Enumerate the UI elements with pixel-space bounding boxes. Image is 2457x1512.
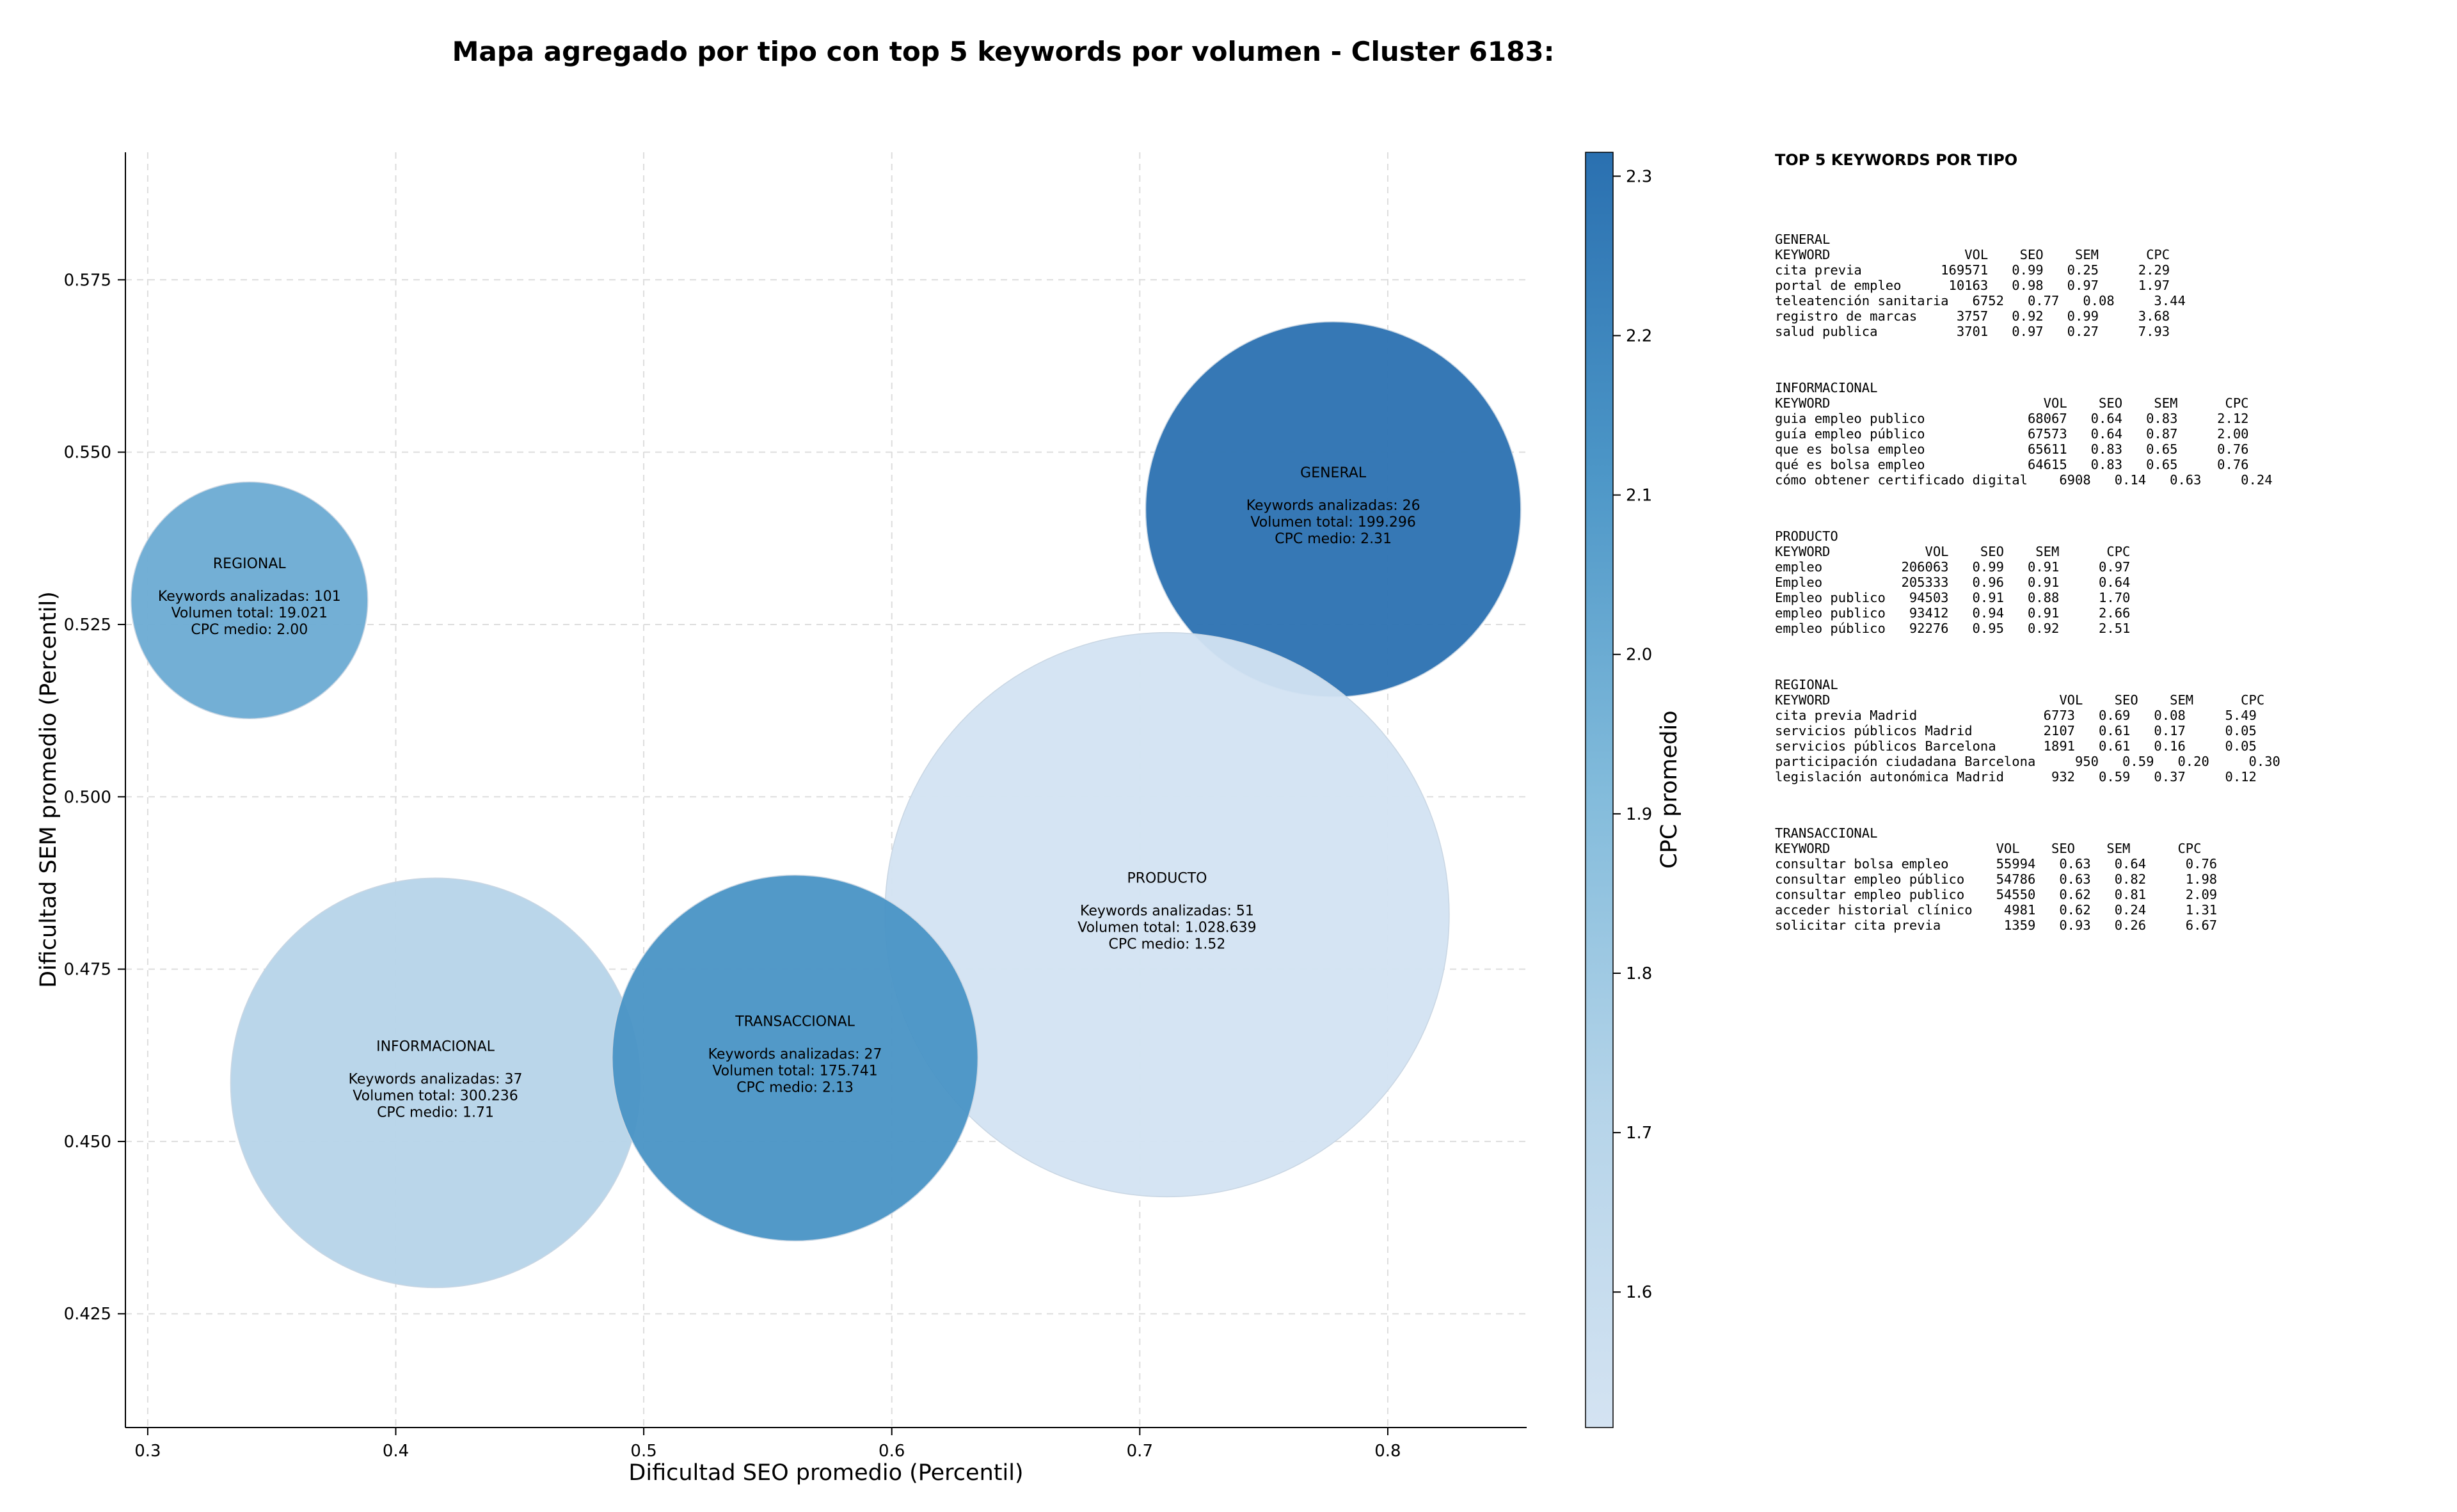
panel-title: TOP 5 KEYWORDS POR TIPO bbox=[1775, 151, 2018, 169]
x-tick-label: 0.7 bbox=[1127, 1442, 1153, 1461]
bubble-regional bbox=[131, 481, 369, 719]
table-header-row: KEYWORD VOL SEO SEM CPC bbox=[1775, 395, 2249, 411]
bubble-label: INFORMACIONAL bbox=[376, 1039, 495, 1054]
colorbar-tick-label: 2.1 bbox=[1626, 486, 1652, 505]
bubble-transaccional bbox=[611, 874, 979, 1242]
bubble-label: Volumen total: 175.741 bbox=[712, 1063, 877, 1079]
y-tick-label: 0.500 bbox=[64, 788, 111, 807]
bubble-label: Volumen total: 199.296 bbox=[1250, 514, 1415, 530]
table-row: Empleo publico 94503 0.91 0.88 1.70 bbox=[1775, 590, 2131, 605]
bubble-label: Keywords analizadas: 37 bbox=[349, 1071, 523, 1087]
table-row: empleo publico 93412 0.94 0.91 2.66 bbox=[1775, 605, 2131, 621]
bubble-label: Keywords analizadas: 101 bbox=[158, 589, 341, 605]
table-row: salud publica 3701 0.97 0.27 7.93 bbox=[1775, 324, 2170, 339]
colorbar-tick-label: 2.3 bbox=[1626, 167, 1652, 186]
y-tick-label: 0.525 bbox=[64, 616, 111, 635]
x-tick-label: 0.4 bbox=[383, 1442, 409, 1461]
bubble-label: GENERAL bbox=[1300, 465, 1367, 481]
bubble-label: Volumen total: 300.236 bbox=[353, 1088, 518, 1104]
colorbar-tick-label: 1.7 bbox=[1626, 1124, 1652, 1143]
y-tick-label: 0.550 bbox=[64, 443, 111, 463]
axis-ticks: 0.3 0.4 0.5 0.6 0.7 0.8 0.425 0.450 0.475 0.500 0.… bbox=[64, 271, 1401, 1461]
keyword-table-regional: REGIONAL KEYWORD VOL SEO SEM CPC cita prev… bbox=[1775, 677, 2440, 784]
table-row: cita previa Madrid 6773 0.69 0.08 5.49 bbox=[1775, 708, 2257, 723]
colorbar-label: CPC promedio bbox=[1657, 710, 1682, 868]
y-tick-label: 0.450 bbox=[64, 1133, 111, 1152]
table-heading: REGIONAL bbox=[1775, 677, 1838, 692]
table-heading: TRANSACCIONAL bbox=[1775, 825, 1878, 841]
table-row: acceder historial clínico 4981 0.62 0.24… bbox=[1775, 902, 2218, 918]
keyword-table-producto: PRODUCTO KEYWORD VOL SEO SEM CPC empleo 20… bbox=[1775, 529, 2440, 636]
table-row: Empleo 205333 0.96 0.91 0.64 bbox=[1775, 575, 2131, 590]
colorbar-tick-label: 1.9 bbox=[1626, 805, 1652, 824]
table-heading: PRODUCTO bbox=[1775, 529, 1838, 544]
table-row: registro de marcas 3757 0.92 0.99 3.68 bbox=[1775, 308, 2170, 324]
x-tick-label: 0.5 bbox=[630, 1442, 656, 1461]
table-row: consultar bolsa empleo 55994 0.63 0.64 0… bbox=[1775, 856, 2218, 871]
colorbar-tick-label: 1.6 bbox=[1626, 1283, 1652, 1302]
bubble-label: CPC medio: 2.13 bbox=[736, 1080, 854, 1096]
colorbar-tick-label: 1.8 bbox=[1626, 964, 1652, 983]
colorbar-ticks: 1.6 1.7 1.8 1.9 2.0 2.1 2.2 2.3 bbox=[1613, 167, 1652, 1302]
bubble-label: PRODUCTO bbox=[1127, 870, 1207, 886]
table-row: legislación autonómica Madrid 932 0.59 0… bbox=[1775, 769, 2257, 784]
table-row: qué es bolsa empleo 64615 0.83 0.65 0.76 bbox=[1775, 457, 2249, 472]
y-tick-label: 0.425 bbox=[64, 1305, 111, 1324]
x-tick-label: 0.8 bbox=[1374, 1442, 1401, 1461]
keyword-table-transaccional: TRANSACCIONAL KEYWORD VOL SEO SEM CPC cons… bbox=[1775, 825, 2440, 933]
bubble-label: REGIONAL bbox=[213, 556, 287, 572]
table-row: consultar empleo público 54786 0.63 0.82… bbox=[1775, 871, 2218, 887]
x-axis-label: Dificultad SEO promedio (Percentil) bbox=[628, 1460, 1023, 1486]
top-keywords-panel: TOP 5 KEYWORDS POR TIPO GENERAL KEYWORD V… bbox=[1775, 152, 2440, 974]
table-row: servicios públicos Barcelona 1891 0.61 0… bbox=[1775, 738, 2257, 754]
table-row: empleo público 92276 0.95 0.92 2.51 bbox=[1775, 621, 2131, 636]
colorbar-tick-label: 2.2 bbox=[1626, 326, 1652, 346]
bubble-label: Keywords analizadas: 51 bbox=[1080, 903, 1254, 919]
table-heading: GENERAL bbox=[1775, 232, 1831, 247]
y-tick-label: 0.575 bbox=[64, 271, 111, 290]
axes bbox=[125, 152, 1527, 1428]
keyword-tables: GENERAL KEYWORD VOL SEO SEM CPC cita previ… bbox=[1775, 232, 2440, 933]
chart-title: Mapa agregado por tipo con top 5 keyword… bbox=[452, 36, 1555, 67]
y-tick-label: 0.475 bbox=[64, 960, 111, 980]
colorbar bbox=[1585, 152, 1614, 1428]
keyword-table-general: GENERAL KEYWORD VOL SEO SEM CPC cita previ… bbox=[1775, 232, 2440, 339]
table-header-row: KEYWORD VOL SEO SEM CPC bbox=[1775, 841, 2202, 856]
table-row: teleatención sanitaria 6752 0.77 0.08 3.… bbox=[1775, 293, 2186, 308]
bubble-label: TRANSACCIONAL bbox=[735, 1014, 855, 1030]
y-axis-label: Dificultad SEM promedio (Percentil) bbox=[36, 591, 61, 988]
table-row: participación ciudadana Barcelona 950 0.… bbox=[1775, 754, 2280, 769]
colorbar-tick-label: 2.0 bbox=[1626, 646, 1652, 665]
x-tick-label: 0.6 bbox=[879, 1442, 905, 1461]
bubble-label: Keywords analizadas: 26 bbox=[1246, 498, 1420, 514]
bubble-label: Volumen total: 1.028.639 bbox=[1077, 919, 1256, 935]
table-row: portal de empleo 10163 0.98 0.97 1.97 bbox=[1775, 278, 2170, 293]
keyword-table-informacional: INFORMACIONAL KEYWORD VOL SEO SEM CPC guia… bbox=[1775, 380, 2440, 488]
table-header-row: KEYWORD VOL SEO SEM CPC bbox=[1775, 692, 2265, 708]
table-row: empleo 206063 0.99 0.91 0.97 bbox=[1775, 559, 2131, 575]
table-row: servicios públicos Madrid 2107 0.61 0.17… bbox=[1775, 723, 2257, 738]
table-row: guia empleo publico 68067 0.64 0.83 2.12 bbox=[1775, 411, 2249, 426]
bubble-label: CPC medio: 2.31 bbox=[1275, 531, 1392, 547]
bubble-label: Keywords analizadas: 27 bbox=[708, 1047, 882, 1063]
bubble-label: CPC medio: 1.52 bbox=[1109, 936, 1226, 952]
table-row: cómo obtener certificado digital 6908 0.… bbox=[1775, 472, 2273, 488]
table-row: solicitar cita previa 1359 0.93 0.26 6.6… bbox=[1775, 918, 2218, 933]
table-header-row: KEYWORD VOL SEO SEM CPC bbox=[1775, 544, 2131, 559]
table-row: que es bolsa empleo 65611 0.83 0.65 0.76 bbox=[1775, 442, 2249, 457]
table-row: consultar empleo publico 54550 0.62 0.81… bbox=[1775, 887, 2218, 902]
table-row: guía empleo público 67573 0.64 0.87 2.00 bbox=[1775, 426, 2249, 442]
table-header-row: KEYWORD VOL SEO SEM CPC bbox=[1775, 247, 2170, 262]
bubble-label: CPC medio: 1.71 bbox=[377, 1104, 494, 1120]
x-tick-label: 0.3 bbox=[134, 1442, 161, 1461]
bubble-label: Volumen total: 19.021 bbox=[171, 605, 328, 621]
table-heading: INFORMACIONAL bbox=[1775, 380, 1878, 395]
bubble-label: CPC medio: 2.00 bbox=[191, 622, 308, 638]
table-row: cita previa 169571 0.99 0.25 2.29 bbox=[1775, 262, 2170, 278]
